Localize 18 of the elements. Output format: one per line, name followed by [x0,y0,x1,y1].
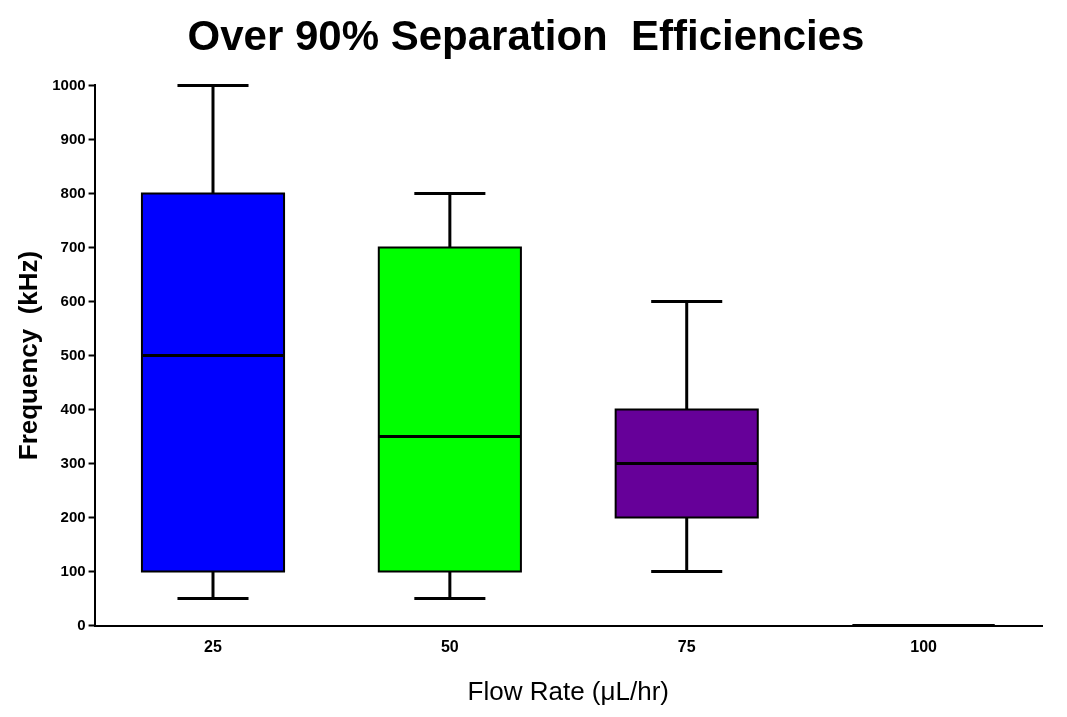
x-tick-label: 75 [677,637,696,655]
x-tick-label: 50 [440,637,459,655]
y-tick-label: 300 [60,453,86,471]
y-tick-label: 200 [60,507,86,525]
y-tick-label: 0 [77,615,86,633]
x-axis-title: Flow Rate (μL/hr) [467,675,669,706]
x-tick-label: 25 [204,637,222,655]
y-tick-label: 1000 [52,75,86,93]
y-tick-label: 400 [60,399,86,417]
y-tick-label: 700 [60,237,86,255]
y-tick-label: 800 [60,183,86,201]
y-tick-label: 600 [60,291,86,309]
y-axis-title: Frequency (kHz) [12,250,43,461]
y-tick-label: 900 [60,129,86,147]
y-tick-label: 500 [60,345,86,363]
chart-title: Over 90% Separation Efficiencies [187,11,865,59]
x-tick-label: 100 [910,637,938,655]
y-tick-label: 100 [60,561,86,579]
